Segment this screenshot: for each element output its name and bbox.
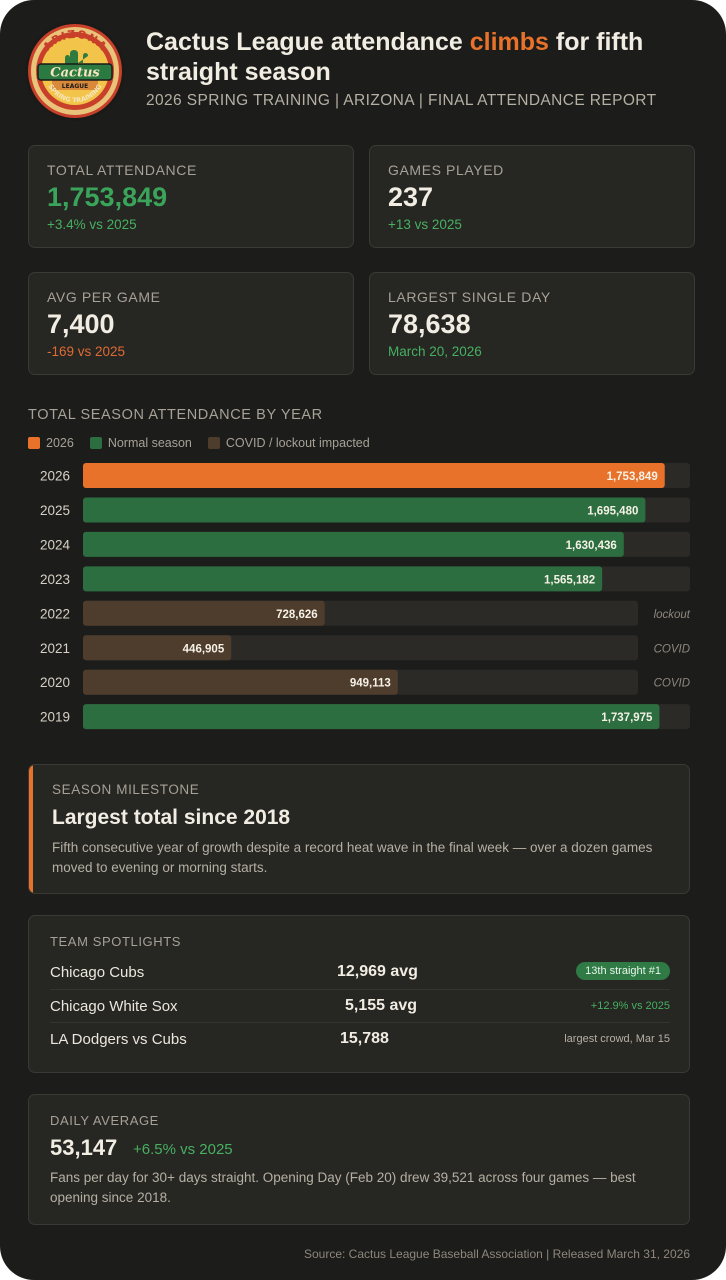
team-value: 15,788 bbox=[340, 1030, 389, 1047]
value-label-2022: 728,626 bbox=[276, 609, 318, 621]
value-label-2024: 1,630,436 bbox=[566, 540, 617, 552]
milestone-body: Fifth consecutive year of growth despite… bbox=[52, 840, 653, 875]
daily-body: Fans per day for 30+ days straight. Open… bbox=[50, 1170, 636, 1205]
stat-delta: -169 vs 2025 bbox=[47, 344, 126, 359]
title-highlight: climbs bbox=[469, 28, 549, 56]
year-label-2019: 2019 bbox=[40, 710, 70, 725]
value-label-2026: 1,753,849 bbox=[607, 471, 658, 483]
bar-2020 bbox=[83, 669, 398, 695]
bar-2019 bbox=[83, 704, 660, 730]
year-label-2025: 2025 bbox=[40, 503, 70, 518]
rank-badge: 13th straight #1 bbox=[576, 962, 670, 980]
title-part-1: Cactus League attendance bbox=[146, 28, 470, 56]
year-label-2024: 2024 bbox=[40, 537, 71, 552]
spotlight-row: Chicago White Sox 5,155 avg +12.9% vs 20… bbox=[50, 990, 670, 1023]
spotlight-row: LA Dodgers vs Cubs 15,788 largest crowd,… bbox=[50, 1023, 670, 1056]
legend-swatch bbox=[207, 437, 220, 449]
milestone-card: SEASON MILESTONE Largest total since 201… bbox=[28, 764, 690, 894]
page-subtitle: 2026 SPRING TRAINING | ARIZONA | FINAL A… bbox=[146, 92, 657, 109]
bar-2021 bbox=[83, 635, 232, 661]
value-label-2020: 949,113 bbox=[350, 678, 391, 690]
legend-swatch bbox=[89, 437, 102, 449]
impact-note-2022: lockout bbox=[654, 609, 691, 621]
spotlight-row: Chicago Cubs 12,969 avg 13th straight #1 bbox=[50, 956, 670, 989]
stat-delta: +13 vs 2025 bbox=[388, 217, 462, 232]
team-name: LA Dodgers vs Cubs bbox=[50, 1031, 187, 1048]
legend-item-2026: 2026 bbox=[28, 436, 74, 450]
legend-item-impacted: COVID / lockout impacted bbox=[207, 436, 370, 450]
cactus-league-logo: Cactus LEAGUE ARIZONA SPRING TRAINING bbox=[25, 21, 125, 121]
year-label-2022: 2022 bbox=[40, 606, 70, 621]
team-name: Chicago Cubs bbox=[50, 964, 145, 981]
stat-delta: March 20, 2026 bbox=[388, 344, 482, 359]
stat-value: 1,753,849 bbox=[47, 182, 168, 212]
stat-card-avg-per-game: AVG PER GAME 7,400 -169 vs 2025 bbox=[28, 272, 354, 375]
stat-value: 237 bbox=[388, 182, 434, 212]
stat-card-largest-single-day: LARGEST SINGLE DAY 78,638 March 20, 2026 bbox=[369, 272, 695, 375]
stat-label: TOTAL ATTENDANCE bbox=[47, 162, 197, 178]
daily-average-card: DAILY AVERAGE 53,147 +6.5% vs 2025 Fans … bbox=[28, 1094, 690, 1225]
team-spotlights-card: TEAM SPOTLIGHTS Chicago Cubs 12,969 avg … bbox=[28, 915, 690, 1073]
legend-swatch bbox=[28, 437, 40, 449]
year-label-2021: 2021 bbox=[40, 641, 70, 656]
legend-item-normal: Normal season bbox=[89, 436, 192, 450]
team-name: Chicago White Sox bbox=[50, 998, 178, 1015]
bar-2026 bbox=[83, 463, 665, 488]
team-value: 12,969 avg bbox=[337, 963, 418, 980]
logo-script-text: Cactus bbox=[50, 66, 100, 81]
source-footer: Source: Cactus League Baseball Associati… bbox=[303, 1247, 690, 1261]
daily-delta: +6.5% vs 2025 bbox=[133, 1141, 233, 1158]
stat-label: GAMES PLAYED bbox=[388, 162, 504, 178]
team-note: +12.9% vs 2025 bbox=[590, 1000, 670, 1012]
year-label-2026: 2026 bbox=[40, 469, 70, 484]
logo-band-text: LEAGUE bbox=[62, 83, 88, 90]
page-title: Cactus League attendance climbs for fift… bbox=[146, 27, 706, 87]
milestone-headline: Largest total since 2018 bbox=[52, 806, 291, 829]
year-label-2023: 2023 bbox=[40, 572, 70, 587]
chart-title: TOTAL SEASON ATTENDANCE BY YEAR bbox=[28, 407, 323, 423]
value-label-2023: 1,565,182 bbox=[544, 574, 595, 586]
legend-label: 2026 bbox=[46, 436, 74, 450]
chart-legend: 2026 Normal season COVID / lockout impac… bbox=[28, 435, 386, 451]
daily-label: DAILY AVERAGE bbox=[50, 1113, 159, 1128]
year-label-2020: 2020 bbox=[40, 675, 70, 690]
row-divider bbox=[50, 989, 670, 990]
bar-2024 bbox=[83, 531, 624, 557]
team-note: largest crowd, Mar 15 bbox=[564, 1033, 670, 1045]
value-label-2021: 446,905 bbox=[183, 643, 225, 655]
value-label-2019: 1,737,975 bbox=[601, 712, 653, 724]
value-label-2025: 1,695,480 bbox=[587, 505, 638, 517]
bar-2022 bbox=[83, 600, 325, 626]
accent-bar bbox=[29, 765, 33, 893]
legend-label: COVID / lockout impacted bbox=[225, 436, 370, 450]
stat-label: LARGEST SINGLE DAY bbox=[388, 289, 551, 305]
title-part-2: for fifth straight season bbox=[146, 28, 644, 86]
bar-2025 bbox=[83, 497, 646, 523]
row-divider bbox=[50, 1022, 670, 1023]
impact-note-2021: COVID bbox=[654, 643, 690, 655]
legend-label: Normal season bbox=[107, 436, 192, 450]
daily-value: 53,147 bbox=[50, 1135, 118, 1160]
team-value: 5,155 avg bbox=[345, 997, 418, 1014]
bar-2023 bbox=[83, 566, 603, 592]
milestone-label: SEASON MILESTONE bbox=[52, 782, 200, 797]
stat-value: 78,638 bbox=[388, 309, 471, 339]
impact-note-2020: COVID bbox=[654, 678, 690, 690]
stat-card-total-attendance: TOTAL ATTENDANCE 1,753,849 +3.4% vs 2025 bbox=[28, 145, 354, 248]
stat-card-games-played: GAMES PLAYED 237 +13 vs 2025 bbox=[369, 145, 695, 248]
stat-label: AVG PER GAME bbox=[47, 289, 161, 305]
stat-value: 7,400 bbox=[47, 309, 115, 339]
spotlights-label: TEAM SPOTLIGHTS bbox=[50, 934, 182, 949]
stat-delta: +3.4% vs 2025 bbox=[47, 217, 137, 232]
